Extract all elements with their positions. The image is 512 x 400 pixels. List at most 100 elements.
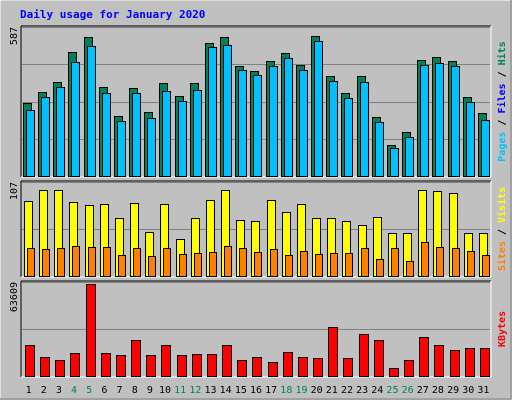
kbytes-bar	[192, 354, 202, 377]
panel-sites-visits: 107 Sites / Visits	[9, 180, 508, 278]
x-tick-label: 12	[189, 385, 201, 396]
y-max-label: 63609	[9, 282, 20, 312]
kbytes-bar	[146, 355, 156, 377]
pages-bar	[329, 81, 338, 177]
kbytes-bar	[465, 348, 475, 377]
pages-bar	[117, 121, 126, 177]
x-tick-label: 16	[250, 385, 262, 396]
sites-bar	[330, 253, 338, 277]
pages-bar	[102, 93, 111, 177]
y-axis-label-part: Sites	[496, 241, 508, 271]
pages-bar	[269, 66, 278, 177]
sites-bar	[421, 242, 429, 277]
kbytes-bar	[480, 348, 490, 377]
sites-bar	[118, 255, 126, 277]
panel-pages-files-hits: 587 Pages / Files / Hits	[9, 25, 508, 178]
pages-bar	[162, 91, 171, 177]
kbytes-bar	[328, 327, 338, 377]
x-tick-label: 8	[132, 385, 138, 396]
pages-bar	[390, 148, 399, 177]
pages-bar	[238, 70, 247, 177]
pages-bar	[451, 66, 460, 177]
sites-bar	[72, 246, 80, 277]
x-tick-label: 6	[101, 385, 107, 396]
pages-bar	[132, 93, 141, 177]
sites-bar	[254, 252, 262, 277]
sites-bar	[133, 248, 141, 277]
x-tick-label: 15	[235, 385, 247, 396]
sites-bar	[436, 247, 444, 277]
kbytes-bar	[359, 334, 369, 377]
sites-bar	[57, 248, 65, 277]
pages-bar	[41, 97, 50, 177]
sites-bar	[452, 248, 460, 277]
pages-bar	[314, 41, 323, 177]
x-tick-label: 10	[159, 385, 171, 396]
x-tick-label: 31	[477, 385, 489, 396]
sites-bar	[163, 248, 171, 277]
x-tick-label: 7	[117, 385, 123, 396]
kbytes-bar	[343, 358, 353, 377]
x-tick-label: 29	[447, 385, 459, 396]
x-tick-label: 30	[462, 385, 474, 396]
x-axis-day-labels: 1 2 3 4 5 6 7 8 9 10 11 12 13 14 15 16 17 18 19 20 21 22 23 24 2…	[26, 385, 490, 396]
sites-bar	[88, 247, 96, 277]
y-axis-label-part: Hits	[496, 41, 508, 65]
y-axis-label-part: Visits	[496, 187, 508, 223]
y-axis-label-separator: /	[497, 223, 508, 241]
x-tick-label: 14	[220, 385, 232, 396]
x-tick-label: 21	[326, 385, 338, 396]
chart-title: Daily usage for January 2020	[20, 8, 205, 21]
sites-bar	[148, 256, 156, 277]
pages-bar	[147, 118, 156, 177]
kbytes-bar	[25, 345, 35, 377]
pages-bar	[284, 58, 293, 177]
kbytes-bar	[283, 352, 293, 377]
sites-bar	[315, 254, 323, 277]
pages-bar	[178, 101, 187, 177]
kbytes-bar	[374, 340, 384, 377]
sites-bar	[194, 253, 202, 277]
x-tick-label: 5	[86, 385, 92, 396]
kbytes-bar	[434, 345, 444, 377]
kbytes-bar	[207, 354, 217, 377]
x-tick-label: 19	[295, 385, 307, 396]
panel-kbytes: 63609 KBytes	[9, 280, 508, 378]
kbytes-bar	[131, 340, 141, 377]
sites-bar	[42, 249, 50, 277]
kbytes-bar	[450, 350, 460, 377]
kbytes-bar	[101, 353, 111, 377]
x-tick-label: 18	[280, 385, 292, 396]
pages-bar	[420, 65, 429, 177]
x-tick-label: 25	[386, 385, 398, 396]
kbytes-bar	[268, 362, 278, 377]
y-axis-label-separator: /	[497, 65, 508, 83]
x-tick-label: 27	[417, 385, 429, 396]
kbytes-bar	[177, 355, 187, 377]
sites-bar	[345, 253, 353, 277]
pages-bar	[87, 46, 96, 177]
kbytes-bar	[55, 360, 65, 377]
x-tick-label: 1	[26, 385, 32, 396]
kbytes-bar	[313, 358, 323, 377]
sites-bar	[376, 259, 384, 277]
kbytes-bar	[389, 368, 399, 377]
pages-bar	[466, 102, 475, 177]
pages-bar	[56, 87, 65, 177]
pages-bar	[193, 90, 202, 177]
pages-bar	[253, 75, 262, 177]
sites-bar	[179, 254, 187, 277]
pages-bar	[223, 45, 232, 177]
pages-bar	[299, 70, 308, 177]
sites-bar	[482, 255, 490, 277]
pages-bar	[375, 122, 384, 177]
kbytes-bar	[404, 360, 414, 377]
pages-bar	[405, 137, 414, 177]
y-axis-label: Pages / Files / Hits	[496, 41, 508, 161]
sites-bar	[406, 261, 414, 277]
y-max-label: 107	[9, 182, 20, 200]
x-tick-label: 13	[204, 385, 216, 396]
sites-bar	[209, 252, 217, 277]
kbytes-bar	[298, 357, 308, 377]
